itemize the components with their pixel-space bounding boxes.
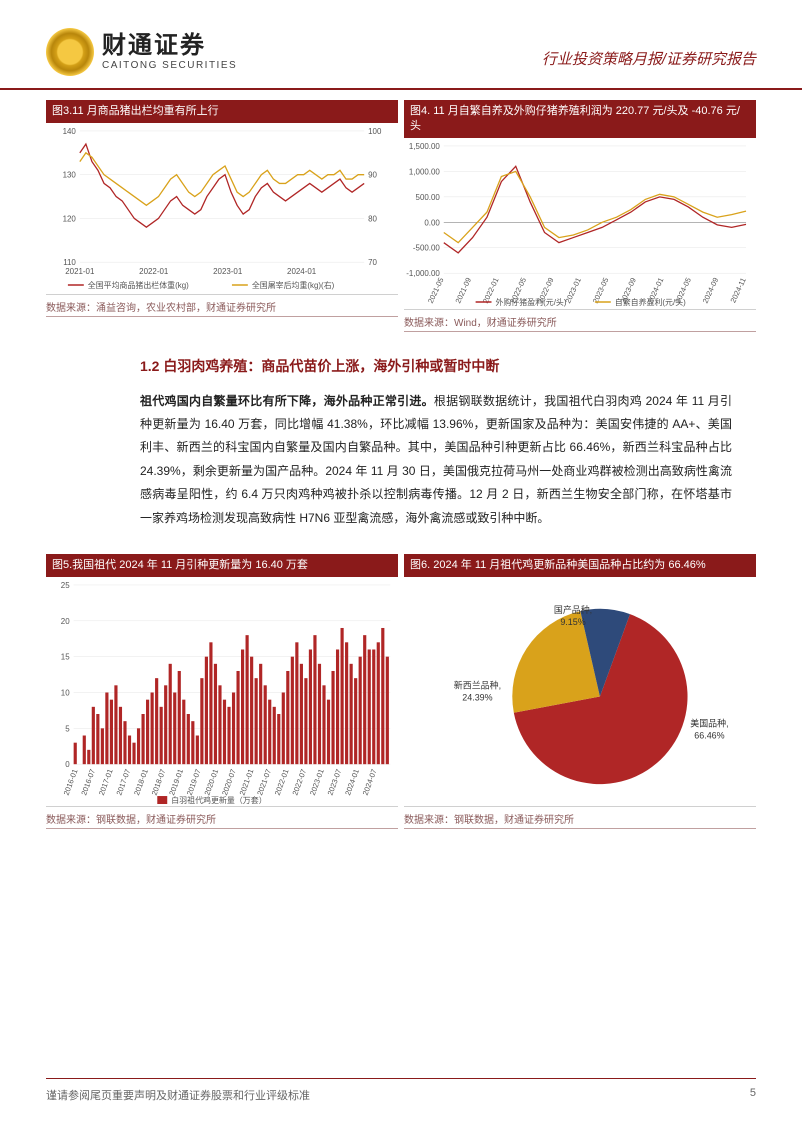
chart-3-body: 110 120 130 140 70 80 90 100 2021-01 2022-01 2023-… — [46, 123, 398, 295]
svg-text:2020-07: 2020-07 — [220, 768, 238, 797]
svg-text:10: 10 — [61, 688, 70, 697]
svg-text:2022-01: 2022-01 — [273, 768, 291, 797]
svg-text:0.00: 0.00 — [424, 218, 440, 227]
svg-text:2019-07: 2019-07 — [185, 768, 203, 797]
svg-text:2024-09: 2024-09 — [701, 276, 721, 305]
svg-text:25: 25 — [61, 581, 70, 590]
svg-text:2021-09: 2021-09 — [453, 276, 473, 305]
chart-5-title: 图5.我国祖代 2024 年 11 月引种更新量为 16.40 万套 — [46, 554, 398, 577]
logo-text: 财通证券 CAITONG SECURITIES — [102, 32, 237, 71]
svg-text:120: 120 — [63, 214, 77, 223]
chart-4-source: 数据来源：Wind，财通证券研究所 — [404, 310, 756, 332]
svg-text:2024-07: 2024-07 — [361, 768, 379, 797]
svg-text:2020-01: 2020-01 — [202, 768, 220, 797]
chart-4: 图4. 11 月自繁自养及外购仔猪养殖利润为 220.77 元/头及 -40.7… — [404, 100, 756, 332]
section-1-2-lead: 祖代鸡国内自繁量环比有所下降，海外品种正常引进。 — [140, 394, 434, 408]
svg-text:2023-01: 2023-01 — [213, 267, 243, 276]
svg-text:2024-11: 2024-11 — [728, 276, 747, 304]
page-header: 财通证券 CAITONG SECURITIES 行业投资策略月报/证券研究报告 — [0, 0, 802, 90]
svg-text:80: 80 — [368, 214, 377, 223]
logo-icon — [46, 28, 94, 76]
svg-text:2024-01: 2024-01 — [343, 768, 361, 797]
svg-text:白羽祖代鸡更新量（万套）: 白羽祖代鸡更新量（万套） — [171, 795, 266, 805]
section-1-2-body: 祖代鸡国内自繁量环比有所下降，海外品种正常引进。根据钢联数据统计，我国祖代白羽肉… — [140, 390, 732, 530]
company-logo: 财通证券 CAITONG SECURITIES — [46, 28, 237, 76]
chart-5: 图5.我国祖代 2024 年 11 月引种更新量为 16.40 万套 0 5 10 1… — [46, 554, 398, 829]
svg-text:2023-07: 2023-07 — [326, 768, 344, 797]
svg-text:2024-01: 2024-01 — [287, 267, 317, 276]
svg-text:2023-01: 2023-01 — [308, 768, 326, 797]
svg-text:全国屠宰后均重(kg)(右): 全国屠宰后均重(kg)(右) — [252, 280, 335, 290]
chart-3-title: 图3.11 月商品猪出栏均重有所上行 — [46, 100, 398, 123]
chart-3-source: 数据来源：涌益咨询，农业农村部，财通证券研究所 — [46, 295, 398, 317]
svg-text:2022-01: 2022-01 — [139, 267, 169, 276]
svg-text:外购仔猪盈利(元/头): 外购仔猪盈利(元/头) — [495, 297, 566, 307]
chart-4-title: 图4. 11 月自繁自养及外购仔猪养殖利润为 220.77 元/头及 -40.7… — [404, 100, 756, 138]
company-name-en: CAITONG SECURITIES — [102, 60, 237, 72]
chart-5-source: 数据来源：钢联数据，财通证券研究所 — [46, 807, 398, 829]
chart-6-title: 图6. 2024 年 11 月祖代鸡更新品种美国品种占比约为 66.46% — [404, 554, 756, 577]
report-type: 行业投资策略月报/证券研究报告 — [542, 48, 756, 69]
svg-text:美国品种,: 美国品种, — [690, 717, 728, 728]
svg-text:2016-01: 2016-01 — [62, 768, 80, 797]
svg-text:110: 110 — [63, 258, 76, 267]
svg-text:2016-07: 2016-07 — [79, 768, 97, 797]
svg-text:2018-07: 2018-07 — [150, 768, 168, 797]
svg-text:2022-07: 2022-07 — [290, 768, 308, 797]
svg-text:140: 140 — [63, 127, 77, 136]
page-number: 5 — [750, 1087, 756, 1103]
section-1-2-heading: 1.2 白羽肉鸡养殖：商品代苗价上涨，海外引种或暂时中断 — [140, 356, 732, 376]
svg-text:1,000.00: 1,000.00 — [409, 167, 440, 176]
chart-row-2: 图5.我国祖代 2024 年 11 月引种更新量为 16.40 万套 0 5 10 1… — [0, 544, 802, 829]
svg-text:100: 100 — [368, 127, 382, 136]
svg-text:2019-01: 2019-01 — [167, 768, 185, 797]
chart-4-body: -1,000.00 -500.00 0.00 500.00 1,000.00 1,500.… — [404, 138, 756, 310]
svg-text:15: 15 — [61, 653, 70, 662]
footer-disclaimer: 谨请参阅尾页重要声明及财通证券股票和行业评级标准 — [46, 1087, 310, 1103]
svg-text:5: 5 — [65, 724, 70, 733]
svg-text:2017-01: 2017-01 — [97, 768, 115, 797]
svg-text:24.39%: 24.39% — [462, 692, 492, 702]
svg-text:500.00: 500.00 — [416, 193, 441, 202]
chart-row-1: 图3.11 月商品猪出栏均重有所上行 110 120 130 140 70 80 90 100… — [0, 90, 802, 332]
svg-text:70: 70 — [368, 258, 377, 267]
svg-text:2021-01: 2021-01 — [238, 768, 256, 797]
svg-text:90: 90 — [368, 171, 377, 180]
svg-text:全国平均商品猪出栏体重(kg): 全国平均商品猪出栏体重(kg) — [88, 280, 189, 290]
chart-6: 图6. 2024 年 11 月祖代鸡更新品种美国品种占比约为 66.46% 国产… — [404, 554, 756, 829]
svg-text:9.15%: 9.15% — [560, 617, 585, 627]
svg-text:2017-07: 2017-07 — [114, 768, 132, 797]
page-footer: 谨请参阅尾页重要声明及财通证券股票和行业评级标准 5 — [46, 1078, 756, 1103]
chart-3: 图3.11 月商品猪出栏均重有所上行 110 120 130 140 70 80 90 100… — [46, 100, 398, 332]
svg-text:国产品种,: 国产品种, — [554, 604, 592, 615]
svg-text:2021-05: 2021-05 — [426, 276, 446, 305]
chart-6-body: 国产品种, 9.15% 新西兰品种, 24.39% 美国品种, 66.46% — [404, 577, 756, 807]
chart-6-source: 数据来源：钢联数据，财通证券研究所 — [404, 807, 756, 829]
svg-text:2023-05: 2023-05 — [591, 276, 611, 305]
svg-text:自繁自养盈利(元/头): 自繁自养盈利(元/头) — [615, 297, 686, 307]
company-name-cn: 财通证券 — [102, 32, 237, 60]
svg-text:-1,000.00: -1,000.00 — [406, 269, 440, 278]
svg-text:0: 0 — [65, 760, 70, 769]
svg-text:20: 20 — [61, 617, 70, 626]
section-1-2-rest: 根据钢联数据统计，我国祖代白羽肉鸡 2024 年 11 月引种更新量为 16.4… — [140, 394, 732, 525]
svg-text:130: 130 — [63, 171, 77, 180]
svg-text:新西兰品种,: 新西兰品种, — [454, 679, 501, 690]
svg-text:1,500.00: 1,500.00 — [409, 142, 440, 151]
svg-text:2021-07: 2021-07 — [255, 768, 273, 797]
section-1-2: 1.2 白羽肉鸡养殖：商品代苗价上涨，海外引种或暂时中断 祖代鸡国内自繁量环比有… — [0, 332, 802, 544]
svg-text:2018-01: 2018-01 — [132, 768, 150, 797]
chart-5-body: 05101520252016-012016-072017-012017-0720… — [46, 577, 398, 807]
svg-text:66.46%: 66.46% — [694, 730, 724, 740]
svg-text:-500.00: -500.00 — [413, 243, 441, 252]
svg-text:2021-01: 2021-01 — [65, 267, 95, 276]
